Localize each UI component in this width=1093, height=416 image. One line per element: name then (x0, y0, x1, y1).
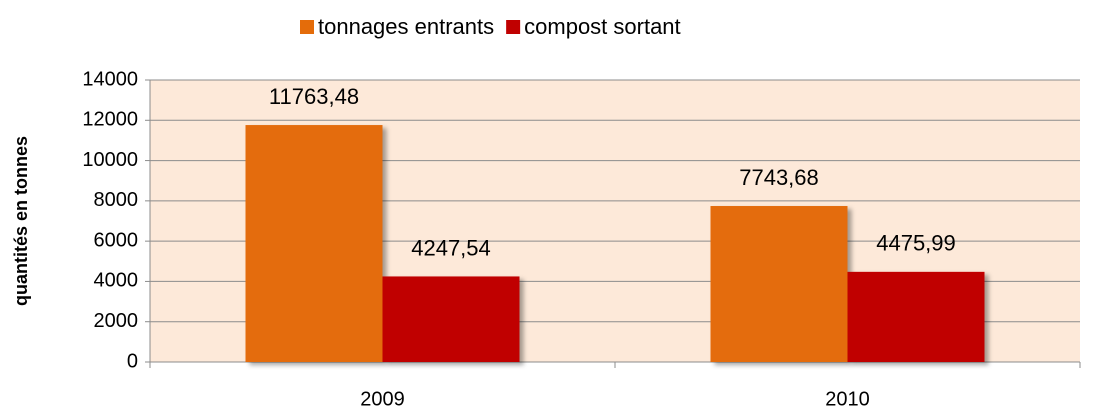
legend-swatch (300, 20, 314, 34)
value-label: 7743,68 (739, 165, 819, 190)
bar (847, 271, 985, 362)
value-label: 4475,99 (876, 231, 956, 256)
value-label: 11763,48 (269, 84, 359, 109)
y-tick-label: 8000 (94, 189, 139, 211)
x-tick-label: 2010 (825, 388, 870, 410)
value-label: 4247,54 (411, 235, 491, 260)
y-axis-label: quantités en tonnes (11, 136, 31, 306)
y-tick-label: 14000 (82, 68, 138, 90)
bar (382, 276, 520, 362)
y-tick-label: 4000 (94, 270, 139, 292)
y-tick-label: 6000 (94, 229, 139, 251)
y-tick-label: 0 (127, 350, 138, 372)
y-tick-label: 2000 (94, 310, 139, 332)
y-tick-label: 12000 (82, 109, 138, 131)
bar (245, 125, 383, 363)
bar (710, 206, 848, 362)
legend-label: compost sortant (524, 14, 681, 39)
legend-swatch (506, 20, 521, 34)
x-tick-label: 2009 (360, 388, 405, 410)
y-tick-label: 10000 (82, 149, 138, 171)
legend-label: tonnages entrants (318, 14, 494, 39)
